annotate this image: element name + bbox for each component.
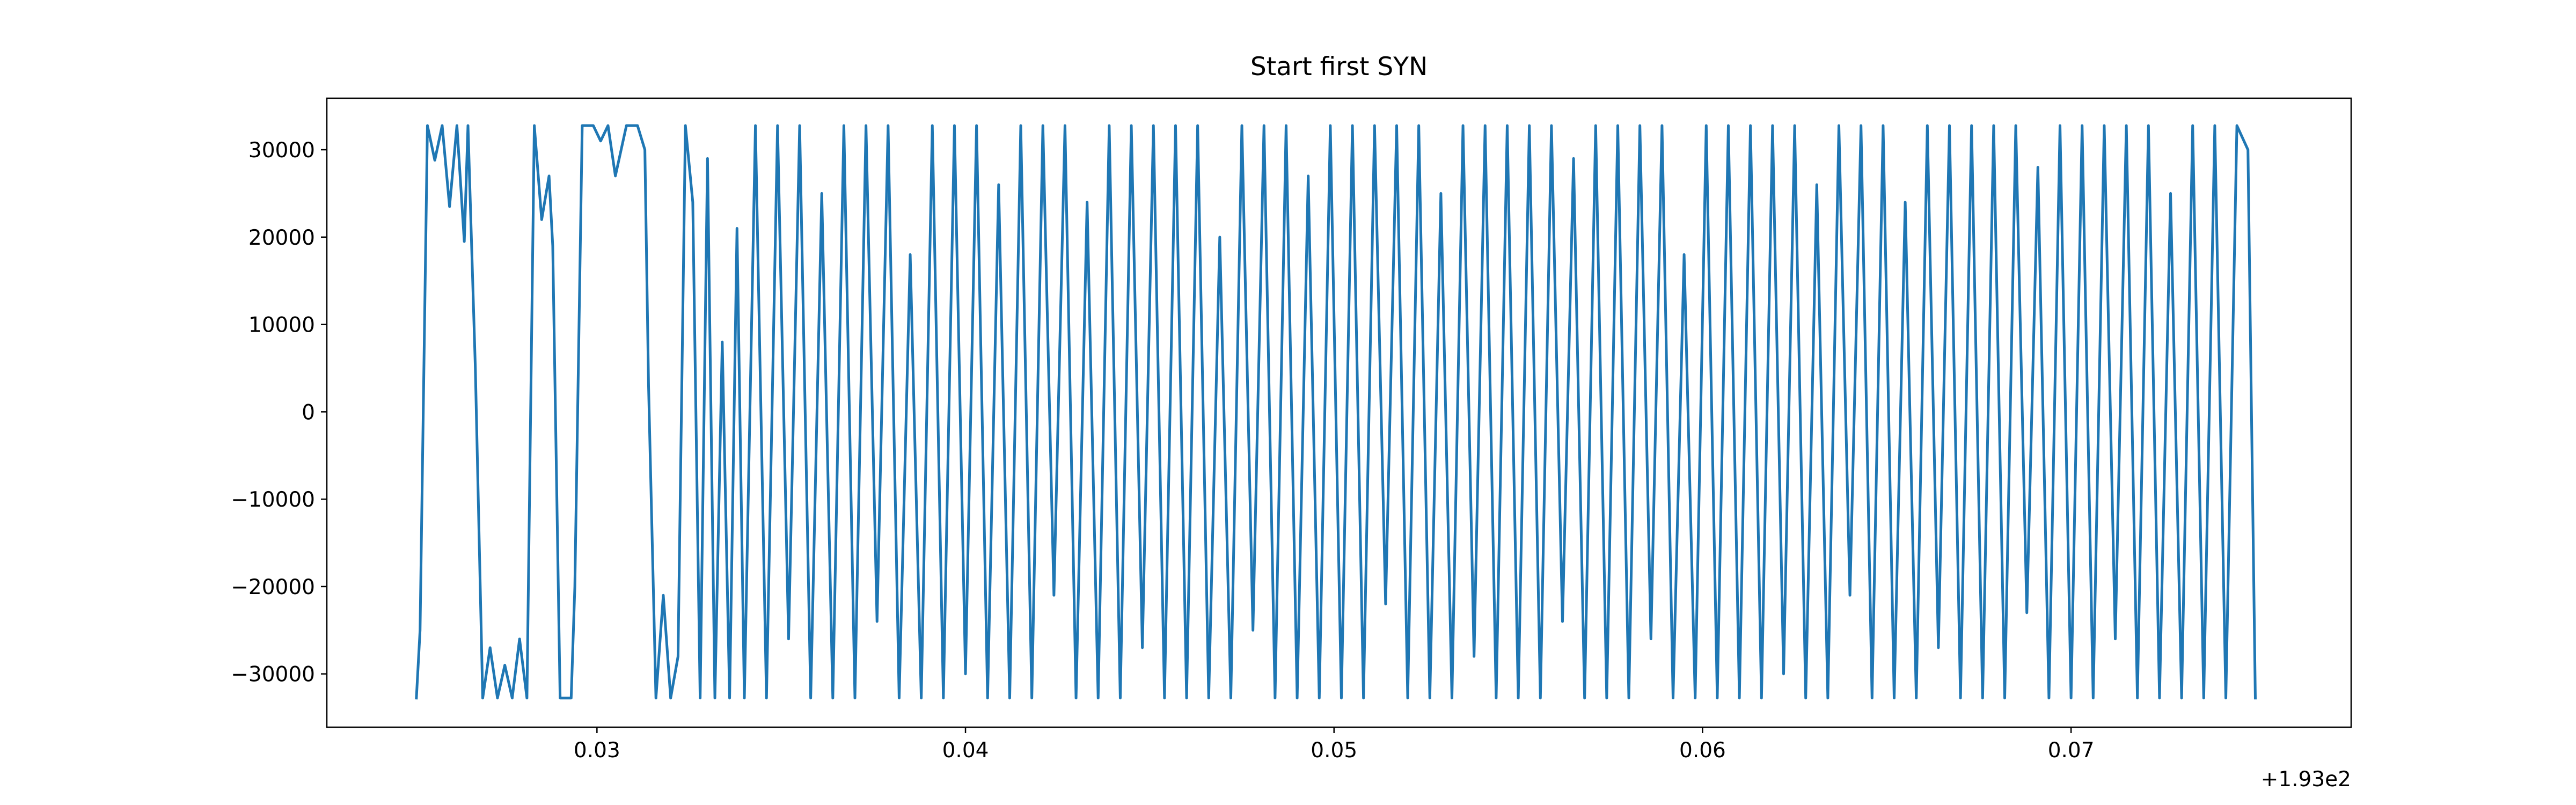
y-tick-label: −20000 [231, 575, 315, 599]
x-tick-label: 0.05 [1311, 738, 1357, 763]
chart-title: Start first SYN [1250, 52, 1428, 82]
y-tick-label: 0 [302, 400, 315, 425]
y-tick-label: 10000 [248, 313, 315, 338]
y-tick-label: −10000 [231, 488, 315, 512]
x-offset-text: +1.93e2 [2261, 767, 2351, 792]
x-tick-label: 0.06 [1679, 738, 1726, 763]
x-tick-label: 0.04 [942, 738, 989, 763]
y-tick-label: 30000 [248, 138, 315, 163]
x-tick-label: 0.07 [2048, 738, 2095, 763]
x-tick-label: 0.03 [574, 738, 620, 763]
plot-frame [326, 97, 2352, 728]
y-tick-label: 20000 [248, 226, 315, 250]
y-tick-label: −30000 [231, 663, 315, 687]
data-line [415, 124, 2257, 700]
